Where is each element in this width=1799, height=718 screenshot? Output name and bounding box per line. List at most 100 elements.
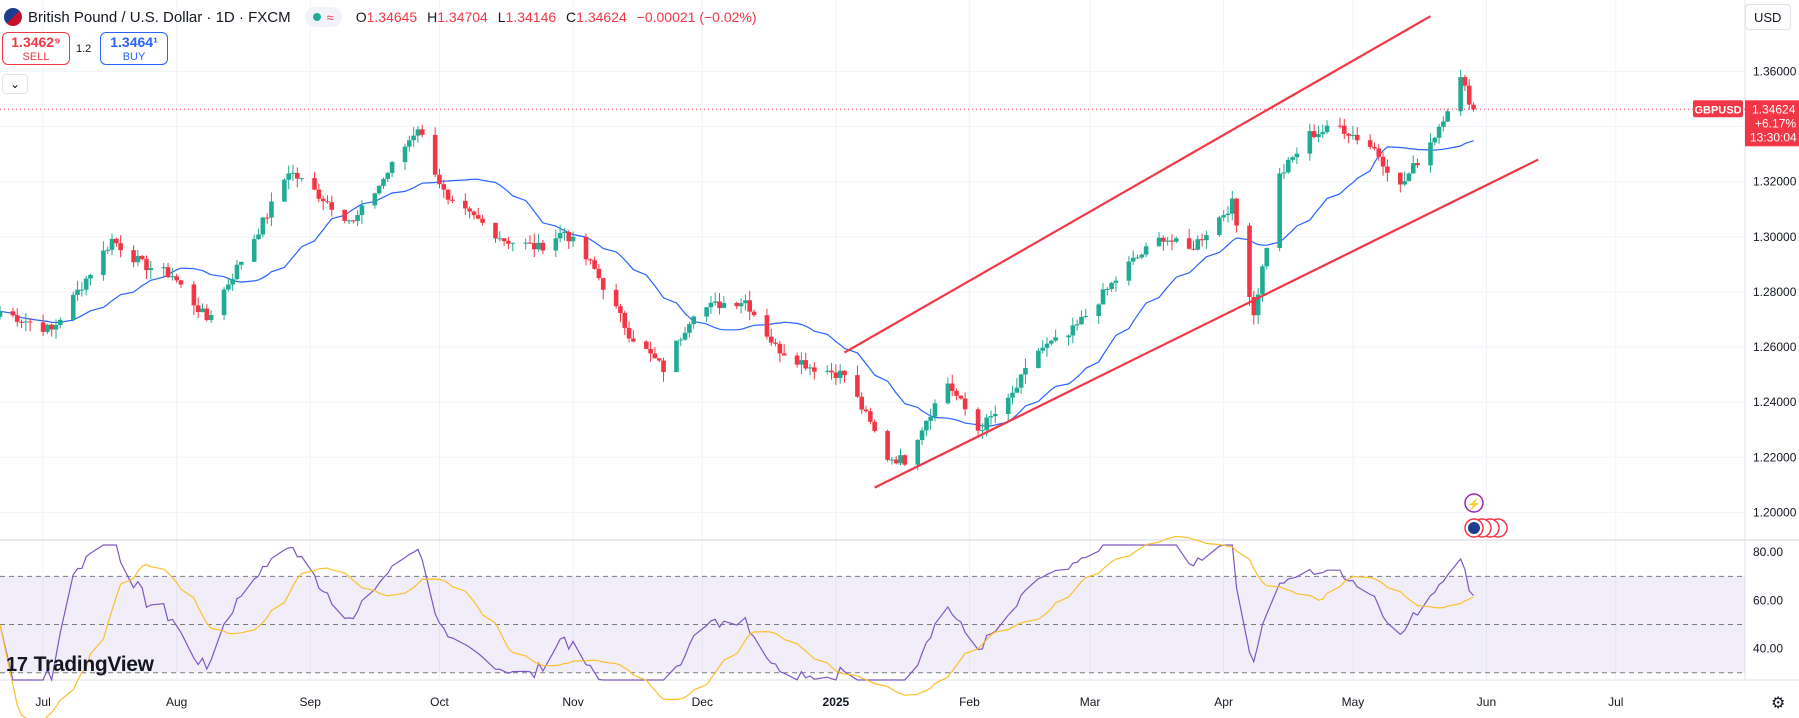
rsi-line	[0, 544, 1475, 683]
candle-body	[256, 234, 261, 240]
candle-body	[376, 185, 382, 194]
time-tick-label: Jun	[1477, 695, 1496, 709]
candle-body	[294, 172, 300, 179]
candle-body	[19, 321, 24, 323]
candle-body	[975, 409, 981, 431]
lightning-icon-glyph: ⚡	[1467, 498, 1481, 511]
currency-selector[interactable]: USD ⌄	[1745, 4, 1791, 30]
time-tick-label: Jul	[35, 695, 50, 709]
candle-body	[1441, 121, 1446, 127]
candle-body	[105, 249, 111, 251]
candle-body	[863, 409, 869, 412]
candle-body	[208, 315, 214, 321]
candle-body	[768, 336, 774, 343]
candle-body	[170, 276, 175, 278]
candle-body	[1376, 148, 1382, 157]
high-key: H	[427, 9, 438, 25]
candle-body	[1341, 125, 1347, 134]
candle-body	[506, 241, 511, 244]
candle-body	[773, 342, 778, 344]
candle-body	[471, 211, 477, 216]
price-tag-countdown: 13:30:04	[1750, 130, 1797, 144]
candle-body	[1018, 374, 1024, 388]
candle-body	[131, 250, 136, 263]
candle-body	[1169, 240, 1175, 242]
candle-body	[79, 289, 85, 291]
price-tag-price: 1.34624	[1752, 102, 1796, 116]
candle-body	[1406, 173, 1412, 182]
candle-body	[803, 360, 809, 369]
chart-overlays: GBPUSD 1.34624+6.17%13:30:04 ⚡	[0, 100, 1799, 538]
price-tag-change: +6.17%	[1755, 116, 1796, 130]
candle-body	[165, 267, 171, 278]
time-tick-label: Sep	[300, 695, 322, 709]
gear-icon[interactable]: ⚙	[1771, 695, 1786, 712]
candle-body	[885, 430, 890, 460]
sell-button[interactable]: 1.3462⁹ SELL	[2, 32, 70, 65]
candle-body	[226, 284, 231, 290]
time-tick-label: Feb	[959, 695, 980, 709]
market-status-pill[interactable]: ≈	[304, 7, 342, 27]
candle-body	[743, 300, 748, 304]
candle-body	[1195, 239, 1201, 250]
candle-body	[1354, 134, 1360, 141]
time-tick-label: Aug	[166, 695, 187, 709]
candle-body	[191, 284, 197, 306]
candle-body	[269, 201, 274, 218]
candle-body	[432, 134, 438, 175]
candle-body	[467, 208, 472, 212]
candle-body	[23, 321, 29, 323]
candle-body	[691, 316, 696, 325]
symbol-title[interactable]: British Pound / U.S. Dollar · 1D · FXCM	[28, 8, 291, 26]
price-tick-label: 1.32000	[1753, 175, 1797, 189]
low-key: L	[497, 9, 506, 25]
collapse-legend-button[interactable]: ⌄	[2, 74, 28, 94]
candle-body	[320, 198, 326, 202]
candle-body	[1281, 172, 1287, 174]
high-value: 1.34704	[437, 9, 488, 25]
candle-body	[445, 189, 451, 200]
time-tick-label: Nov	[562, 695, 583, 709]
candle-body	[1105, 288, 1110, 290]
candle-body	[648, 348, 653, 354]
candle-body	[1251, 297, 1257, 316]
candle-body	[109, 238, 115, 250]
candle-body	[954, 390, 959, 396]
candle-body	[794, 355, 800, 365]
buy-button[interactable]: 1.3464¹ BUY	[100, 32, 168, 65]
candle-body	[807, 367, 813, 369]
candle-body	[562, 231, 567, 234]
candle-body	[859, 396, 865, 410]
candle-body	[1165, 240, 1170, 242]
candle-body	[919, 430, 925, 441]
time-tick-label: Apr	[1214, 695, 1233, 709]
candle-body	[88, 274, 93, 279]
candle-body	[1316, 134, 1321, 138]
candle-body	[118, 243, 123, 251]
price-tag	[1745, 100, 1799, 147]
candle-body	[325, 201, 330, 203]
candle-body	[1221, 215, 1226, 218]
rsi-ma-line	[0, 535, 1474, 718]
ohlc-values: O1.34645 H1.34704 L1.34146 C1.34624 −0.0…	[356, 9, 763, 25]
candle-body	[962, 398, 968, 410]
trend-channel	[843, 15, 1539, 489]
tradingview-mark-icon: 17	[6, 653, 28, 676]
candle-body	[738, 303, 744, 307]
candle-body	[1143, 246, 1149, 255]
candle-body	[45, 324, 50, 332]
candle-body	[0, 311, 3, 317]
candle-body	[1324, 125, 1330, 133]
candle-body	[497, 238, 503, 240]
candle-body	[1350, 134, 1356, 136]
candle-body	[958, 395, 964, 399]
candle-body	[523, 242, 528, 244]
candle-body	[1053, 337, 1058, 341]
candle-body	[1173, 238, 1179, 242]
candle-body	[385, 172, 391, 179]
candle-body	[501, 238, 507, 242]
price-tick-label: 1.28000	[1753, 285, 1797, 299]
candle-body	[1458, 77, 1463, 112]
candle-body	[1023, 367, 1028, 375]
